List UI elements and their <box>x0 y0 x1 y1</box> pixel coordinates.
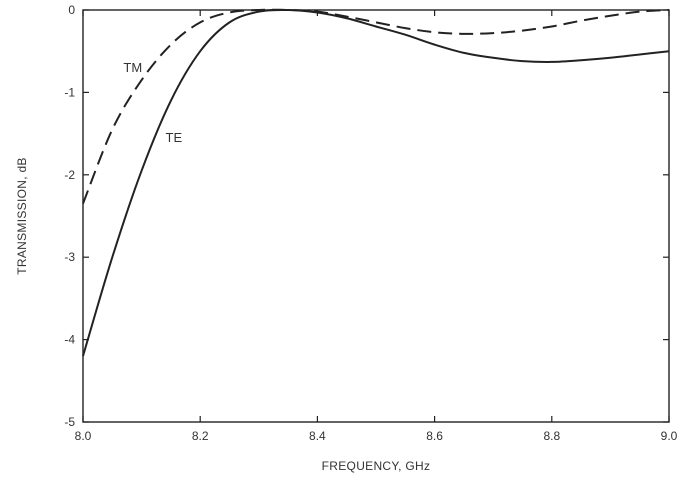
plot-frame <box>82 9 670 423</box>
y-tick-label: -1 <box>64 85 75 99</box>
series-line-tm <box>82 8 670 205</box>
x-tick-label: 9.0 <box>661 429 678 443</box>
series-label-te: TE <box>166 130 183 145</box>
x-tick-label: 8.6 <box>426 429 443 443</box>
series-label-tm: TM <box>123 60 142 75</box>
y-tick-label: -3 <box>64 250 75 264</box>
x-tick-label: 8.0 <box>75 429 92 443</box>
y-tick-label: -5 <box>64 415 75 429</box>
x-axis-ticks: 8.0 8.2 8.4 8.6 8.8 9.0 <box>75 10 678 443</box>
series-line-te <box>82 8 670 357</box>
x-tick-label: 8.4 <box>309 429 326 443</box>
x-tick-label: 8.8 <box>543 429 560 443</box>
annotation-layer: TM TE <box>123 60 182 145</box>
y-tick-label: 0 <box>68 3 75 17</box>
series-layer <box>82 8 670 357</box>
y-axis-ticks: 0 -1 -2 -3 -4 -5 <box>64 3 669 429</box>
x-tick-label: 8.2 <box>192 429 209 443</box>
y-tick-label: -4 <box>64 333 75 347</box>
y-tick-label: -2 <box>64 168 75 182</box>
x-axis-title: FREQUENCY, GHz <box>322 459 431 473</box>
y-axis-title: TRANSMISSION, dB <box>15 157 29 275</box>
